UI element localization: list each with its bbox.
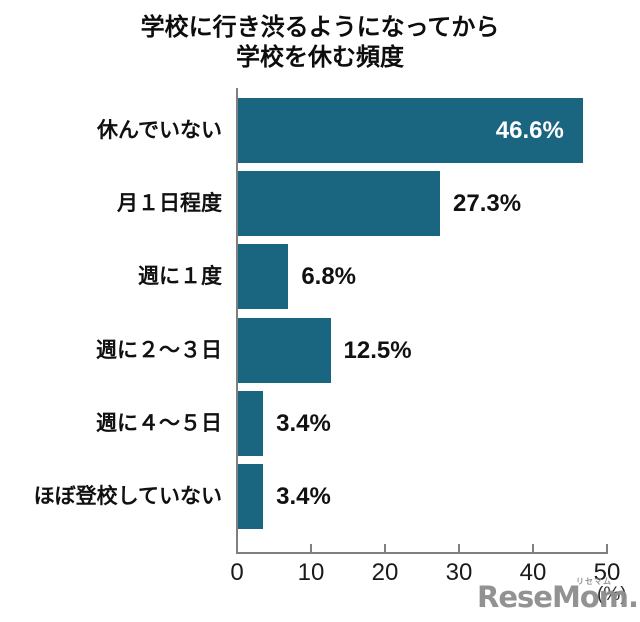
x-tick-label: 0 xyxy=(230,559,244,586)
value-label: 12.5% xyxy=(343,336,412,364)
bar xyxy=(238,390,264,456)
chart-title: 学校に行き渋るようになってから 学校を休む頻度 xyxy=(0,13,640,73)
x-axis-unit-label: (%) xyxy=(597,584,627,605)
value-label: 6.8% xyxy=(301,263,357,291)
x-tick-mark xyxy=(384,544,386,552)
bar xyxy=(238,171,441,237)
watermark-katakana-text: リセマム xyxy=(576,577,612,586)
value-label: 46.6% xyxy=(495,117,564,144)
bar xyxy=(238,317,331,383)
x-tick-label: 20 xyxy=(371,559,399,586)
bar xyxy=(238,464,264,529)
chart-title-line2: 学校を休む頻度 xyxy=(236,44,404,71)
x-tick-mark xyxy=(606,544,608,552)
category-label: 週に４〜５日 xyxy=(96,411,222,435)
value-label: 27.3% xyxy=(453,190,522,218)
x-tick-label: 30 xyxy=(445,559,473,586)
x-tick-mark xyxy=(532,544,534,552)
category-label: 週に１度 xyxy=(138,265,222,289)
bar xyxy=(238,98,583,163)
x-tick-label: 40 xyxy=(519,559,547,586)
chart-title-line1: 学校に行き渋るようになってから xyxy=(140,14,500,41)
x-tick-mark xyxy=(310,544,312,552)
y-axis-line xyxy=(236,88,238,554)
x-axis-line xyxy=(236,552,608,554)
value-label: 3.4% xyxy=(276,409,331,437)
bar xyxy=(238,244,289,310)
category-label: 週に２〜３日 xyxy=(96,338,222,362)
resemom-watermark: リセマム ReseMom. xyxy=(477,577,639,614)
x-tick-mark xyxy=(458,544,460,552)
x-tick-label: 10 xyxy=(297,559,325,586)
category-label: 月１日程度 xyxy=(117,192,222,216)
x-tick-label: 50 xyxy=(593,559,621,586)
value-label: 3.4% xyxy=(276,483,331,510)
category-label: ほぼ登校していない xyxy=(33,485,222,508)
watermark-logo-text: ReseMom. xyxy=(477,580,639,614)
category-label: 休んでいない xyxy=(97,119,222,142)
